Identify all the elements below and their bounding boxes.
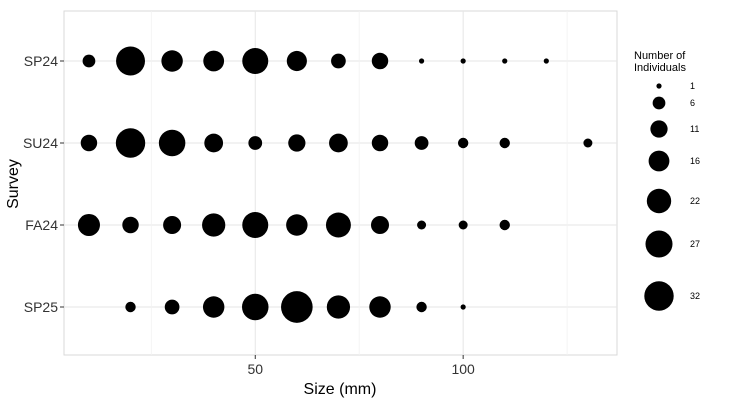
legend-key-bubble [656, 83, 662, 89]
legend-key-bubble [648, 150, 670, 172]
y-axis: SP24 SU24 FA24 SP25 [23, 53, 64, 315]
bubble-point [242, 48, 269, 74]
bubble-point [457, 137, 469, 149]
legend-key-bubble [644, 281, 674, 311]
y-tick-label: SP25 [24, 299, 58, 315]
bubble-point [122, 216, 139, 234]
bubble-point [286, 50, 307, 72]
legend-key-label: 22 [690, 196, 700, 206]
x-tick-label: 50 [247, 361, 263, 377]
bubble-point [417, 220, 427, 230]
legend-key-label: 6 [690, 98, 695, 108]
bubble-point [460, 58, 466, 64]
legend-key-bubble [646, 188, 672, 214]
bubble-point [202, 213, 226, 237]
y-axis-title: Survey [5, 159, 22, 209]
bubble-point [204, 133, 224, 153]
bubble-point [158, 129, 186, 157]
bubble-point [203, 50, 225, 72]
bubble-point [416, 301, 427, 313]
bubble-point [583, 138, 593, 148]
bubble-point [242, 212, 269, 238]
bubble-point [80, 134, 98, 152]
legend-key-bubble [650, 120, 668, 138]
grid-lines [64, 11, 617, 355]
bubble-point [460, 304, 466, 310]
bubble-point [414, 136, 429, 150]
bubble-point [164, 299, 180, 315]
x-axis: 50 100 [247, 355, 475, 377]
legend-key-label: 16 [690, 156, 700, 166]
bubble-point [163, 215, 182, 235]
legend-key-bubble [652, 96, 666, 110]
y-tick-label: SU24 [23, 135, 58, 151]
bubble-point [115, 128, 146, 158]
bubble-point [370, 215, 390, 235]
bubble-point [502, 58, 508, 64]
bubble-point [125, 301, 136, 313]
legend-key-label: 1 [690, 81, 695, 91]
legend-key-label: 27 [690, 239, 700, 249]
bubble-point [161, 50, 183, 72]
bubble-point [329, 133, 348, 153]
bubble-point [288, 134, 306, 152]
bubble-point [499, 137, 510, 149]
bubble-point [202, 296, 225, 318]
bubble-point [369, 296, 391, 318]
bubble-point [499, 219, 510, 231]
legend-key-bubble [645, 230, 673, 258]
bubble-point [325, 212, 351, 238]
bubble-point [116, 46, 146, 76]
y-tick-label: FA24 [25, 217, 58, 233]
bubble-point [543, 58, 549, 64]
bubble-point [242, 293, 269, 321]
bubble-points [77, 46, 593, 323]
x-tick-label: 100 [451, 361, 475, 377]
bubble-point [82, 54, 96, 68]
bubble-point [458, 220, 468, 230]
bubble-point [286, 214, 308, 236]
legend-key-label: 32 [690, 291, 700, 301]
x-axis-title: Size (mm) [304, 381, 377, 398]
bubble-point [371, 134, 389, 152]
bubble-point [77, 213, 100, 237]
bubble-point [248, 136, 263, 150]
bubble-point [326, 295, 351, 319]
bubble-point [281, 291, 313, 323]
bubble-point [331, 53, 346, 69]
y-tick-label: SP24 [24, 53, 58, 69]
legend-title: Number of [634, 50, 686, 62]
bubble-point [371, 52, 389, 70]
bubble-point [418, 58, 425, 64]
legend-title: Individuals [634, 62, 686, 74]
legend-key-label: 11 [690, 124, 699, 134]
